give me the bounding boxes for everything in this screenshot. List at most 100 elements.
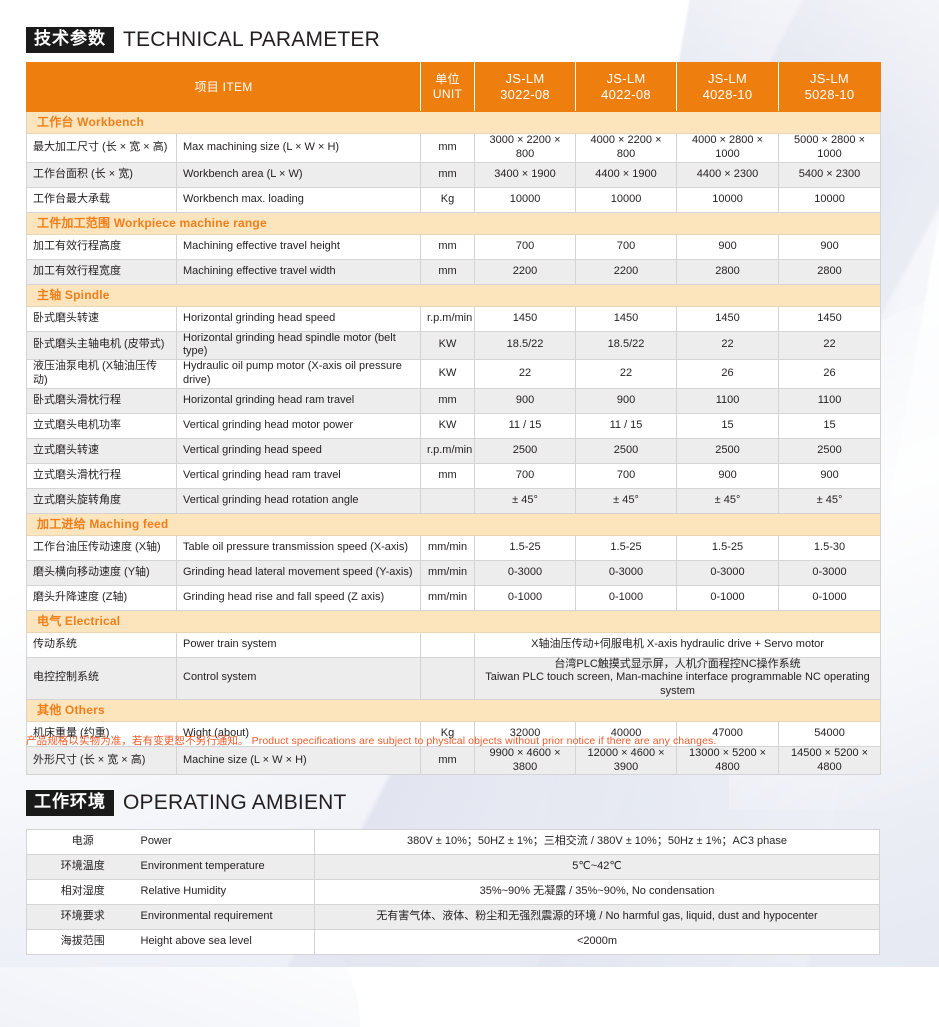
operating-ambient-title-cn: 工作环境 bbox=[26, 790, 114, 816]
spec-section-band-label: 其他 Others bbox=[25, 698, 882, 722]
spec-row-label-cn: 卧式磨头主轴电机 (皮带式) bbox=[26, 330, 177, 360]
spec-row-value: 15 bbox=[778, 412, 882, 439]
spec-row: 卧式磨头主轴电机 (皮带式) Horizontal grinding head s… bbox=[26, 330, 882, 360]
spec-row: 传动系统 Power train system X轴油压传动+伺服电机 X-axis… bbox=[26, 631, 882, 658]
spec-row-value: 0-1000 bbox=[676, 584, 780, 611]
spec-row-value: 9900 × 4600 × 3800 bbox=[474, 745, 577, 776]
spec-row-value: ± 45° bbox=[474, 487, 577, 514]
spec-row: 立式磨头旋转角度 Vertical grinding head rotation … bbox=[26, 487, 882, 514]
ambient-row-label-cn: 海拔范围 bbox=[26, 929, 139, 955]
spec-row-unit: r.p.m/min bbox=[420, 437, 476, 464]
spec-row-unit: mm bbox=[420, 233, 476, 260]
spec-row: 磨头升降速度 (Z轴) Grinding head rise and fall s… bbox=[26, 584, 882, 611]
spec-row-value: 0-1000 bbox=[575, 584, 678, 611]
spec-section-band-label: 工件加工范围 Workpiece machine range bbox=[25, 211, 882, 235]
spec-row-value: 0-1000 bbox=[474, 584, 577, 611]
ambient-row: 相对湿度 Relative Humidity 35%~90% 无凝露 / 35%~9… bbox=[26, 879, 880, 905]
ambient-row-label-en: Environment temperature bbox=[138, 854, 315, 880]
spec-row: 卧式磨头滑枕行程 Horizontal grinding head ram tra… bbox=[26, 387, 882, 414]
spec-row-value: 1.5-25 bbox=[474, 534, 577, 561]
ambient-row: 电源 Power 380V ± 10%；50HZ ± 1%；三相交流 / 380V … bbox=[26, 829, 880, 855]
spec-row-label-en: Max machining size (L × W × H) bbox=[175, 133, 422, 163]
spec-row-value: 4000 × 2800 × 1000 bbox=[676, 133, 780, 163]
spec-row-label-en: Vertical grinding head rotation angle bbox=[175, 487, 422, 514]
ambient-row-label-cn: 环境要求 bbox=[26, 904, 139, 930]
spec-row: 工作台最大承载 Workbench max. loading Kg 10000 1000… bbox=[26, 186, 882, 213]
spec-row-value: 4400 × 1900 bbox=[575, 161, 678, 188]
spec-row-label-cn: 工作台油压传动速度 (X轴) bbox=[26, 534, 177, 561]
spec-row: 液压油泵电机 (X轴油压传动) Hydraulic oil pump motor … bbox=[26, 359, 882, 389]
spec-row-label-en: Vertical grinding head ram travel bbox=[175, 462, 422, 489]
spec-row-unit: mm/min bbox=[420, 534, 476, 561]
spec-row: 立式磨头电机功率 Vertical grinding head motor pow… bbox=[26, 412, 882, 439]
spec-row-unit bbox=[420, 631, 476, 658]
spec-row-label-cn: 磨头升降速度 (Z轴) bbox=[26, 584, 177, 611]
spec-row-unit: mm/min bbox=[420, 584, 476, 611]
spec-row-value: 1.5-25 bbox=[676, 534, 780, 561]
spec-row-label-cn: 液压油泵电机 (X轴油压传动) bbox=[26, 359, 177, 389]
spec-row-value: 10000 bbox=[474, 186, 577, 213]
spec-row-value: 2800 bbox=[676, 258, 780, 285]
spec-row-value: 1.5-30 bbox=[778, 534, 882, 561]
spec-row: 加工有效行程高度 Machining effective travel heigh… bbox=[26, 233, 882, 260]
spec-row-value: 1450 bbox=[778, 305, 882, 332]
spec-row-label-en: Grinding head rise and fall speed (Z axi… bbox=[175, 584, 422, 611]
spec-row-label-en: Power train system bbox=[175, 631, 422, 658]
spec-row-value: ± 45° bbox=[575, 487, 678, 514]
spec-row-label-cn: 加工有效行程宽度 bbox=[26, 258, 177, 285]
spec-row-value: 18.5/22 bbox=[575, 330, 678, 360]
spec-row-value: 0-1000 bbox=[778, 584, 882, 611]
spec-row-unit: mm bbox=[420, 745, 476, 776]
spec-section-band-label: 电气 Electrical bbox=[25, 609, 882, 633]
column-header-model-1: JS-LM 3022-08 bbox=[474, 62, 577, 112]
spec-row-value: 1100 bbox=[778, 387, 882, 414]
spec-row-value: 10000 bbox=[778, 186, 882, 213]
spec-row: 卧式磨头转速 Horizontal grinding head speed r.p.… bbox=[26, 305, 882, 332]
specification-footnote: 产品规格以实物为准，若有变更恕不另行通知。 Product specificat… bbox=[26, 735, 717, 747]
spec-row-value: 700 bbox=[575, 233, 678, 260]
spec-row-label-cn: 立式磨头滑枕行程 bbox=[26, 462, 177, 489]
spec-row-value: ± 45° bbox=[676, 487, 780, 514]
spec-row-value: 2200 bbox=[575, 258, 678, 285]
ambient-row-label-en: Power bbox=[138, 829, 315, 855]
spec-row-label-cn: 卧式磨头滑枕行程 bbox=[26, 387, 177, 414]
spec-row-merged-value: 台湾PLC触摸式显示屏，人机介面程控NC操作系统 Taiwan PLC touch… bbox=[474, 656, 882, 700]
spec-row: 立式磨头滑枕行程 Vertical grinding head ram trave… bbox=[26, 462, 882, 489]
spec-row-value: 11 / 15 bbox=[474, 412, 577, 439]
spec-row-unit: mm bbox=[420, 133, 476, 163]
spec-row-value: 2500 bbox=[676, 437, 780, 464]
spec-row-value: 900 bbox=[778, 233, 882, 260]
spec-row-merged-value: X轴油压传动+伺服电机 X-axis hydraulic drive + Ser… bbox=[474, 631, 882, 658]
spec-row-value: 1100 bbox=[676, 387, 780, 414]
spec-row-unit: KW bbox=[420, 412, 476, 439]
spec-row-value: 5400 × 2300 bbox=[778, 161, 882, 188]
spec-row-value: 22 bbox=[575, 359, 678, 389]
spec-row-label-en: Horizontal grinding head ram travel bbox=[175, 387, 422, 414]
spec-row-value: 900 bbox=[778, 462, 882, 489]
spec-row-label-en: Control system bbox=[175, 656, 422, 700]
spec-row-label-cn: 最大加工尺寸 (长 × 宽 × 高) bbox=[26, 133, 177, 163]
spec-row-value: 14500 × 5200 × 4800 bbox=[778, 745, 882, 776]
ambient-row-label-cn: 电源 bbox=[26, 829, 139, 855]
spec-row-label-en: Machining effective travel width bbox=[175, 258, 422, 285]
column-header-item: 项目 ITEM bbox=[25, 62, 422, 112]
spec-row-label-en: Hydraulic oil pump motor (X-axis oil pre… bbox=[175, 359, 422, 389]
spec-row-label-cn: 加工有效行程高度 bbox=[26, 233, 177, 260]
spec-section-band: 其他 Others bbox=[25, 698, 882, 722]
spec-section-band: 主轴 Spindle bbox=[25, 283, 882, 307]
spec-row-value: 13000 × 5200 × 4800 bbox=[676, 745, 780, 776]
spec-row-unit: mm bbox=[420, 387, 476, 414]
spec-row-label-en: Grinding head lateral movement speed (Y-… bbox=[175, 559, 422, 586]
spec-row-value: 10000 bbox=[575, 186, 678, 213]
spec-row: 加工有效行程宽度 Machining effective travel width… bbox=[26, 258, 882, 285]
spec-row-value: 1450 bbox=[676, 305, 780, 332]
spec-row-value: 1450 bbox=[474, 305, 577, 332]
spec-row-value: 700 bbox=[474, 462, 577, 489]
spec-section-band-label: 主轴 Spindle bbox=[25, 283, 882, 307]
column-header-model-4: JS-LM 5028-10 bbox=[778, 62, 882, 112]
spec-merged-line: 台湾PLC触摸式显示屏，人机介面程控NC操作系统 bbox=[554, 657, 801, 670]
spec-row-unit bbox=[420, 487, 476, 514]
spec-row-label-cn: 工作台最大承载 bbox=[26, 186, 177, 213]
spec-row: 电控控制系统 Control system 台湾PLC触摸式显示屏，人机介面程控NC… bbox=[26, 656, 882, 700]
ambient-row-value: 5℃~42℃ bbox=[314, 854, 880, 880]
